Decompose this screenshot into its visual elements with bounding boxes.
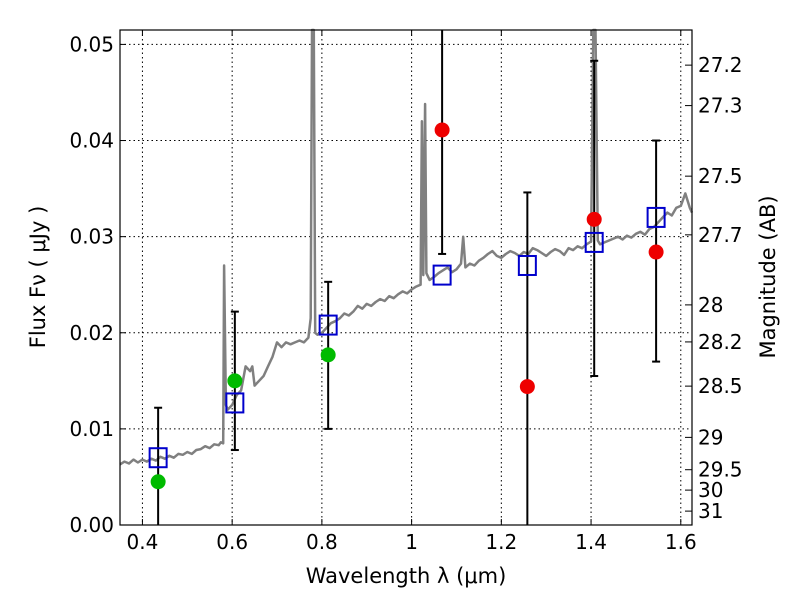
magnitude-tick-label: 27.3	[698, 94, 743, 118]
y-tick-label: 0.00	[69, 513, 114, 537]
observed-green-point	[150, 474, 166, 490]
x-tick-label: 0.6	[216, 530, 248, 554]
bandpass-square-marker	[432, 264, 452, 286]
y-tick-label: 0.04	[69, 129, 114, 153]
x-tick-label: 1.6	[665, 530, 697, 554]
observed-red-point	[648, 244, 664, 260]
magnitude-tick-label: 28.5	[698, 374, 743, 398]
y-axis-ticks: 0.00 0.01 0.02 0.03 0.04 0.05	[69, 32, 126, 537]
magnitude-tick-label: 29.5	[698, 458, 743, 482]
bandpass-square-marker	[584, 231, 604, 253]
x-tick-label: 0.4	[127, 530, 159, 554]
magnitude-tick-label: 27.5	[698, 164, 743, 188]
bandpass-square-marker	[646, 206, 666, 228]
x-tick-label: 1.4	[575, 530, 607, 554]
x-tick-label: 0.8	[306, 530, 338, 554]
y-tick-label: 0.03	[69, 225, 114, 249]
magnitude-tick-label: 27.2	[698, 53, 743, 77]
grid	[120, 30, 692, 526]
observed-red-point	[586, 211, 602, 227]
observed-green-point	[320, 347, 336, 363]
magnitude-tick-label: 28	[698, 293, 723, 317]
x-tick-label: 1	[405, 530, 418, 554]
y-axis-label: Flux Fν ( μJy )	[26, 206, 50, 349]
marker-layer	[148, 122, 666, 490]
x-axis-label: Wavelength λ (μm)	[306, 564, 507, 588]
magnitude-tick-label: 27.7	[698, 223, 743, 247]
x-tick-label: 1.2	[485, 530, 517, 554]
bandpass-square-marker	[225, 392, 245, 414]
spectrum-layer	[119, 28, 694, 466]
y-tick-label: 0.01	[69, 417, 114, 441]
observed-red-point	[519, 379, 535, 395]
magnitude-tick-label: 31	[698, 499, 723, 523]
right-axis-label: Magnitude (AB)	[756, 195, 780, 358]
observed-green-point	[227, 373, 243, 389]
x-axis-ticks: 0.4 0.6 0.8 1 1.2 1.4 1.6	[127, 30, 697, 554]
errorbar-layer	[154, 30, 661, 525]
observed-red-point	[434, 122, 450, 138]
plot-frame	[119, 29, 693, 526]
bandpass-square-marker	[148, 447, 168, 469]
y-tick-label: 0.05	[69, 32, 114, 56]
magnitude-tick-label: 29	[698, 425, 723, 449]
model-spectrum-line	[119, 28, 694, 466]
bandpass-square-marker	[318, 314, 338, 336]
magnitude-tick-label: 30	[698, 478, 723, 502]
magnitude-tick-label: 28.2	[698, 330, 743, 354]
bandpass-square-marker	[517, 254, 537, 276]
y-tick-label: 0.02	[69, 321, 114, 345]
